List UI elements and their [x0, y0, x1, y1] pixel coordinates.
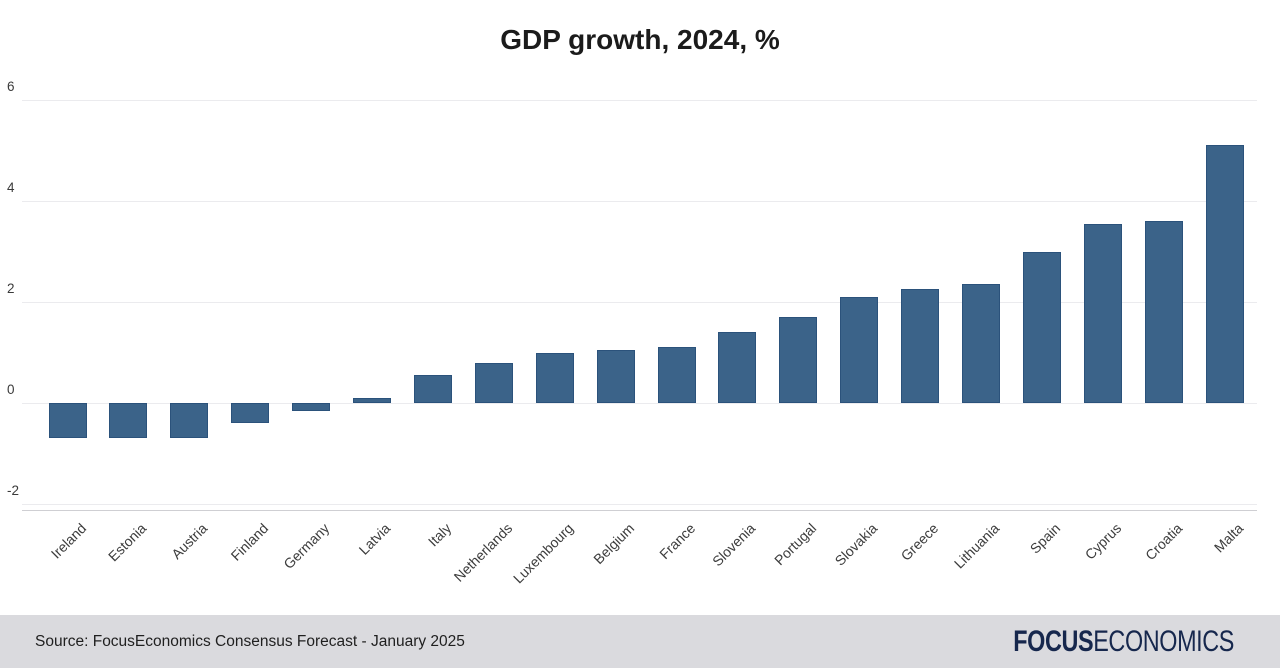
footer-bar: Source: FocusEconomics Consensus Forecas… — [0, 615, 1280, 668]
bar-cyprus — [1083, 223, 1122, 403]
bar-malta — [1205, 145, 1244, 403]
y-tick-label-4: 4 — [7, 180, 15, 195]
bar-slovenia — [718, 332, 757, 403]
bar-germany — [292, 403, 331, 411]
bar-finland — [231, 403, 270, 424]
bar-latvia — [353, 397, 391, 403]
bar-slovakia — [840, 296, 879, 403]
source-text: Source: FocusEconomics Consensus Forecas… — [35, 632, 465, 650]
gridline-2 — [22, 302, 1257, 303]
bar-estonia — [109, 403, 148, 439]
bar-france — [657, 347, 696, 403]
bar-croatia — [1144, 221, 1183, 403]
bar-netherlands — [474, 362, 513, 403]
focuseconomics-logo: FOCUS ECONOMICS — [1013, 615, 1234, 668]
bar-ireland — [48, 403, 87, 439]
x-axis-line — [22, 510, 1257, 511]
gridline-4 — [22, 201, 1257, 202]
gridline--2 — [22, 504, 1257, 505]
gridline-6 — [22, 100, 1257, 101]
plot-area: 6 4 2 0 -2 Ireland Estonia Austria Finland Germa… — [7, 79, 1257, 586]
y-tick-label-6: 6 — [7, 79, 15, 94]
y-tick-label-2: 2 — [7, 281, 15, 296]
y-tick-label--2: -2 — [7, 483, 20, 498]
bar-greece — [901, 289, 940, 403]
bar-italy — [413, 375, 452, 403]
bar-belgium — [596, 349, 635, 403]
gridline-0 — [22, 403, 1257, 404]
bar-portugal — [779, 317, 818, 403]
logo-focus-text: FOCUS — [1013, 624, 1094, 658]
chart-title: GDP growth, 2024, % — [500, 24, 780, 55]
bar-spain — [1022, 251, 1061, 403]
y-tick-label-0: 0 — [7, 382, 15, 397]
bar-austria — [170, 403, 209, 439]
bar-lithuania — [962, 284, 1000, 403]
bar-luxembourg — [535, 352, 574, 403]
logo-economics-text: ECONOMICS — [1093, 624, 1234, 658]
